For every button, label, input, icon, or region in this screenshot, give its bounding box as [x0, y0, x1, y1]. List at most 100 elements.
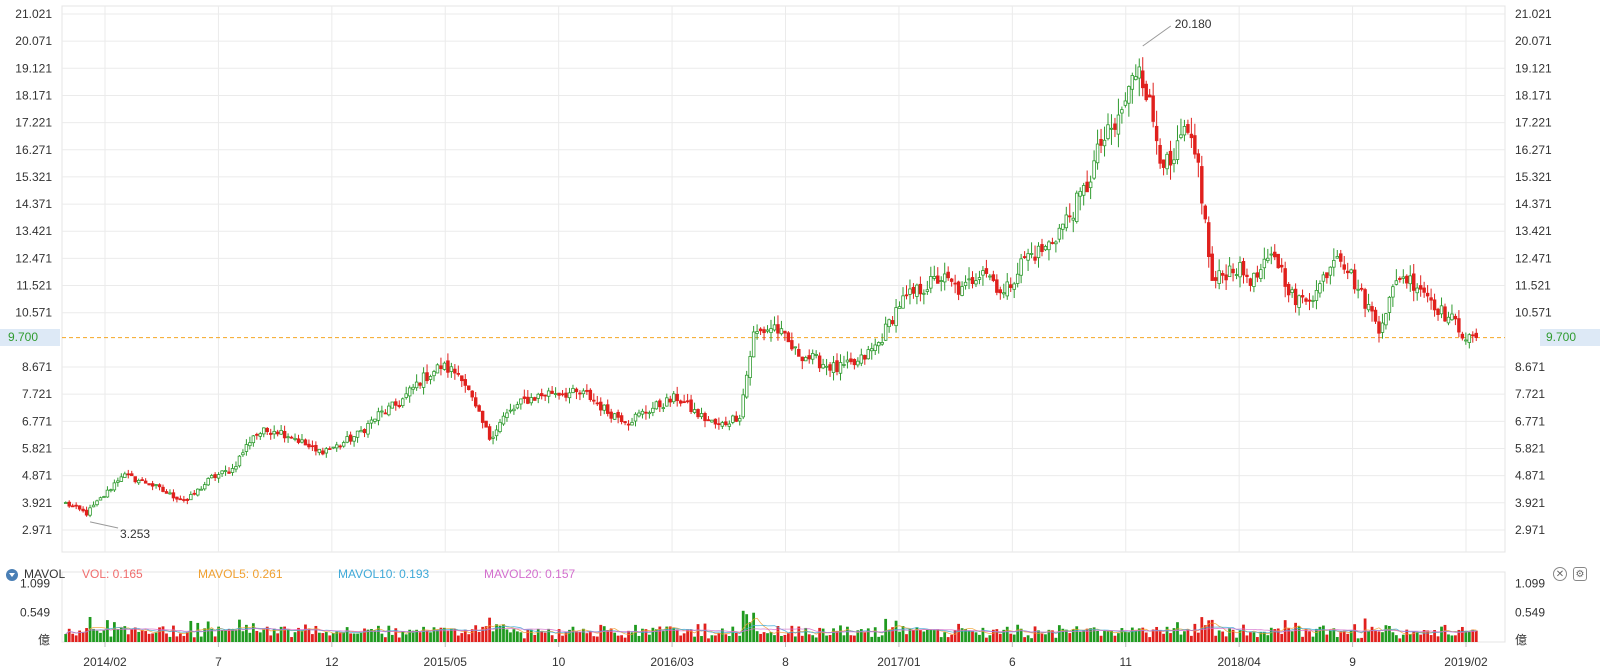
- candle-body: [202, 484, 207, 490]
- x-tick-label: 12: [325, 655, 339, 669]
- volume-bar: [974, 632, 978, 642]
- candle-body: [223, 470, 228, 472]
- volume-bar: [790, 625, 794, 642]
- volume-bar: [1443, 624, 1447, 642]
- indicator-name[interactable]: MAVOL: [24, 567, 66, 581]
- volume-bar: [1238, 630, 1242, 642]
- close-indicator-icon[interactable]: ✕: [1553, 567, 1567, 581]
- candle-body: [1446, 316, 1451, 324]
- collapse-indicator-icon[interactable]: [6, 569, 18, 581]
- volume-bar: [81, 632, 85, 642]
- volume-bar: [998, 633, 1002, 642]
- volume-bars: [64, 610, 1478, 642]
- candle-body: [196, 488, 200, 496]
- volume-bar: [1394, 635, 1398, 642]
- volume-bar: [1280, 633, 1284, 642]
- candle-body: [842, 364, 846, 366]
- settings-gear-icon[interactable]: ⚙: [1573, 567, 1587, 581]
- volume-bar: [470, 629, 474, 642]
- candle-body: [1175, 140, 1180, 160]
- volume-bar: [985, 637, 988, 642]
- candle-body: [164, 491, 169, 494]
- volume-bar: [380, 633, 384, 642]
- candle-body: [428, 376, 433, 380]
- volume-bar: [811, 635, 815, 642]
- volume-bar: [481, 626, 485, 642]
- candle-body: [289, 436, 294, 439]
- volume-bar: [832, 628, 835, 642]
- candle-body: [241, 452, 245, 456]
- volume-bar: [967, 630, 971, 642]
- volume-bar: [210, 628, 214, 642]
- volume-bar: [1221, 631, 1225, 642]
- volume-bar: [338, 632, 342, 642]
- candle-body: [560, 393, 565, 396]
- candle-body: [1099, 138, 1103, 146]
- x-tick-label: 7: [215, 655, 222, 669]
- vol-y-tick-right: 1.099: [1515, 576, 1545, 590]
- candle-body: [1273, 251, 1277, 258]
- volume-bar: [1012, 634, 1016, 642]
- volume-bar: [331, 633, 335, 642]
- y-tick-left: 18.171: [15, 88, 52, 102]
- volume-bar: [1429, 635, 1433, 642]
- candle-body: [1412, 273, 1416, 291]
- y-tick-right: 10.571: [1515, 306, 1552, 320]
- candle-body: [1040, 244, 1044, 252]
- candle-body: [779, 328, 784, 335]
- volume-bar: [1057, 625, 1061, 642]
- candle-body: [1196, 153, 1201, 163]
- volume-bar: [1259, 632, 1263, 642]
- volume-bar: [1085, 628, 1089, 642]
- candle-body: [272, 430, 276, 435]
- volume-bar: [536, 628, 540, 642]
- legend-vol: VOL: 0.165: [82, 567, 143, 581]
- volume-bar: [919, 629, 922, 642]
- volume-bar: [752, 612, 756, 642]
- candle-body: [925, 289, 930, 292]
- volume-bar: [1113, 635, 1117, 642]
- volume-bar: [1273, 629, 1277, 642]
- volume-bar: [1099, 635, 1103, 642]
- vol-y-tick-left: 0.549: [20, 606, 50, 620]
- candle-body: [1259, 269, 1263, 279]
- candle-body: [988, 275, 992, 278]
- volume-bar: [738, 635, 742, 642]
- volume-bar: [1183, 631, 1186, 642]
- candle-body: [706, 419, 711, 422]
- volume-bar: [1422, 630, 1426, 642]
- candle-body: [1398, 277, 1402, 280]
- candle-body: [1085, 181, 1089, 193]
- volume-bar: [547, 628, 551, 642]
- volume-bar: [1071, 629, 1075, 642]
- volume-bar: [88, 616, 92, 642]
- candle-body: [1147, 94, 1152, 98]
- volume-bar: [568, 629, 571, 642]
- candle-body: [1075, 192, 1079, 222]
- volume-bar: [564, 632, 568, 642]
- candle-body: [498, 421, 502, 433]
- volume-bar: [852, 635, 856, 642]
- volume-bar: [387, 625, 391, 642]
- volume-bar: [262, 629, 266, 642]
- candle-body: [1092, 160, 1096, 179]
- volume-bar: [342, 632, 346, 642]
- candle-body: [519, 398, 523, 405]
- volume-bar: [484, 626, 488, 642]
- volume-bar: [1384, 625, 1388, 642]
- candle-body: [1314, 290, 1319, 301]
- volume-bar: [884, 618, 888, 642]
- candle-body: [1332, 260, 1336, 268]
- volume-bar: [1106, 630, 1110, 642]
- candle-body: [623, 421, 627, 424]
- volume-bar: [602, 626, 606, 642]
- volume-bar: [1044, 634, 1047, 642]
- candle-body: [633, 413, 638, 422]
- volume-bar: [755, 631, 759, 642]
- volume-bar: [137, 631, 141, 642]
- candle-body: [84, 509, 89, 516]
- volume-bar: [1068, 633, 1072, 642]
- candle-body: [70, 505, 75, 508]
- volume-bar: [748, 622, 752, 642]
